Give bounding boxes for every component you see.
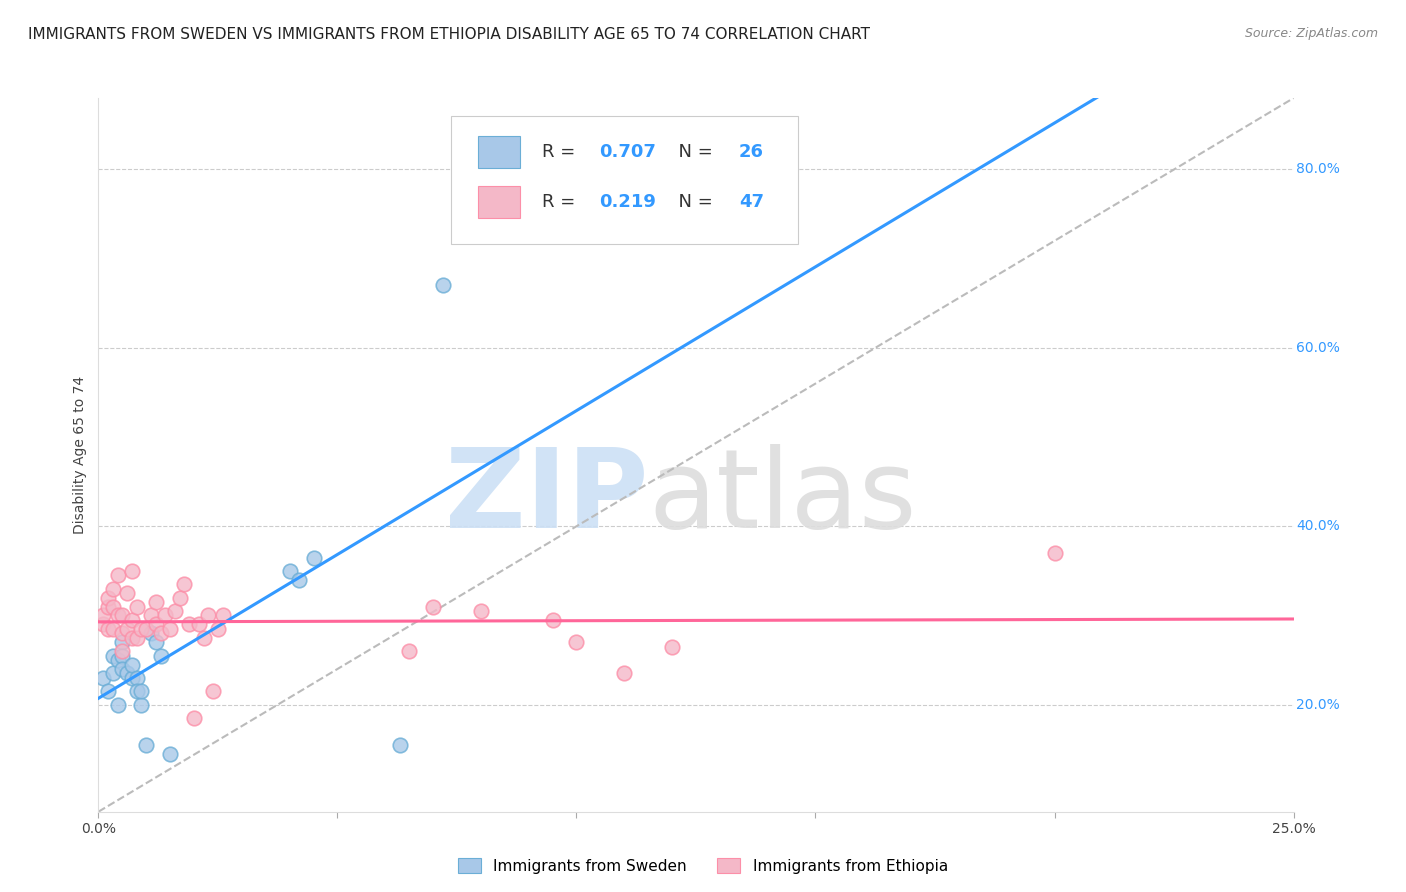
Point bbox=[115, 666, 138, 681]
Point bbox=[101, 582, 124, 596]
Point bbox=[97, 622, 120, 636]
Point bbox=[111, 648, 134, 663]
Point bbox=[139, 608, 162, 623]
Text: 0.707: 0.707 bbox=[599, 143, 657, 161]
Point bbox=[121, 657, 143, 672]
Point bbox=[187, 617, 209, 632]
Point bbox=[125, 671, 148, 685]
Text: 80.0%: 80.0% bbox=[1296, 162, 1340, 177]
Point bbox=[111, 608, 134, 623]
Text: 40.0%: 40.0% bbox=[1296, 519, 1340, 533]
Point bbox=[135, 738, 157, 752]
Point bbox=[179, 617, 201, 632]
Point bbox=[107, 608, 129, 623]
Point bbox=[91, 671, 114, 685]
Point bbox=[470, 604, 492, 618]
Point bbox=[159, 622, 181, 636]
Point bbox=[183, 711, 205, 725]
Point bbox=[101, 648, 124, 663]
Point bbox=[91, 617, 114, 632]
Point bbox=[278, 564, 301, 578]
Point bbox=[97, 591, 120, 605]
Point bbox=[135, 622, 157, 636]
Point bbox=[115, 622, 138, 636]
Point bbox=[101, 622, 124, 636]
Point bbox=[121, 613, 143, 627]
Point bbox=[111, 635, 134, 649]
Bar bbox=[478, 136, 520, 168]
Point bbox=[131, 622, 153, 636]
Point bbox=[91, 608, 114, 623]
Point bbox=[541, 613, 564, 627]
Text: R =: R = bbox=[541, 193, 586, 211]
Point bbox=[163, 604, 186, 618]
Point bbox=[111, 644, 134, 658]
Point bbox=[121, 671, 143, 685]
Point bbox=[422, 599, 444, 614]
Point bbox=[388, 738, 411, 752]
Text: 26: 26 bbox=[740, 143, 763, 161]
Point bbox=[107, 698, 129, 712]
Point bbox=[111, 626, 134, 640]
Text: 20.0%: 20.0% bbox=[1296, 698, 1340, 712]
Point bbox=[145, 635, 167, 649]
Bar bbox=[478, 186, 520, 218]
Legend: Immigrants from Sweden, Immigrants from Ethiopia: Immigrants from Sweden, Immigrants from … bbox=[453, 852, 953, 880]
FancyBboxPatch shape bbox=[451, 116, 797, 244]
Point bbox=[169, 591, 191, 605]
Point bbox=[1043, 546, 1066, 560]
Point bbox=[101, 599, 124, 614]
Text: N =: N = bbox=[668, 193, 718, 211]
Point bbox=[207, 622, 229, 636]
Point bbox=[121, 564, 143, 578]
Point bbox=[97, 684, 120, 698]
Point bbox=[125, 684, 148, 698]
Point bbox=[107, 568, 129, 582]
Point bbox=[193, 631, 215, 645]
Point bbox=[145, 595, 167, 609]
Text: 0.219: 0.219 bbox=[599, 193, 657, 211]
Point bbox=[173, 577, 195, 591]
Text: IMMIGRANTS FROM SWEDEN VS IMMIGRANTS FROM ETHIOPIA DISABILITY AGE 65 TO 74 CORRE: IMMIGRANTS FROM SWEDEN VS IMMIGRANTS FRO… bbox=[28, 27, 870, 42]
Point bbox=[115, 586, 138, 600]
Point bbox=[131, 684, 153, 698]
Text: Source: ZipAtlas.com: Source: ZipAtlas.com bbox=[1244, 27, 1378, 40]
Point bbox=[121, 631, 143, 645]
Point bbox=[149, 626, 172, 640]
Y-axis label: Disability Age 65 to 74: Disability Age 65 to 74 bbox=[73, 376, 87, 534]
Point bbox=[145, 617, 167, 632]
Point bbox=[111, 662, 134, 676]
Text: 47: 47 bbox=[740, 193, 763, 211]
Text: 60.0%: 60.0% bbox=[1296, 341, 1340, 355]
Point bbox=[288, 573, 311, 587]
Point bbox=[565, 635, 588, 649]
Point bbox=[661, 640, 683, 654]
Point bbox=[398, 644, 420, 658]
Point bbox=[197, 608, 219, 623]
Text: atlas: atlas bbox=[648, 444, 917, 551]
Point bbox=[211, 608, 233, 623]
Point bbox=[125, 599, 148, 614]
Point bbox=[155, 608, 177, 623]
Point bbox=[107, 653, 129, 667]
Point bbox=[149, 648, 172, 663]
Point bbox=[302, 550, 325, 565]
Point bbox=[139, 626, 162, 640]
Point bbox=[131, 698, 153, 712]
Point bbox=[432, 278, 454, 293]
Point bbox=[101, 666, 124, 681]
Point bbox=[159, 747, 181, 761]
Point bbox=[97, 599, 120, 614]
Point bbox=[202, 684, 225, 698]
Point bbox=[125, 631, 148, 645]
Text: ZIP: ZIP bbox=[444, 444, 648, 551]
Point bbox=[613, 666, 636, 681]
Text: N =: N = bbox=[668, 143, 718, 161]
Text: R =: R = bbox=[541, 143, 581, 161]
